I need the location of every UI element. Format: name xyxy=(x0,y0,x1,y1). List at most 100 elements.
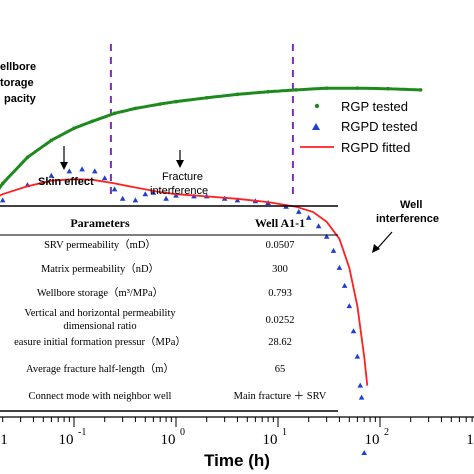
legend-fit-label: RGPD fitted xyxy=(341,140,410,155)
skin-effect-arrowhead xyxy=(60,162,68,170)
annotation-wellbore-line1: ellbore xyxy=(0,61,36,73)
rgpd-point-12 xyxy=(150,189,157,195)
table-cell-param-3-b: dimensional ratio xyxy=(63,321,136,332)
rgp-point-4 xyxy=(72,126,76,131)
x-axis-title: Time (h) xyxy=(204,451,270,470)
parameter-table: Parameters Well A1-1 SRV permeability（mD… xyxy=(0,205,338,412)
well-arrow xyxy=(375,231,393,251)
rgp-point-14 xyxy=(324,86,329,90)
annotation-well-line2: interference xyxy=(376,213,439,225)
well-arrowhead xyxy=(372,244,380,253)
fracture-arrowhead xyxy=(176,160,184,168)
table-cell-value-0: 0.0507 xyxy=(266,240,295,251)
rgpd-point-11 xyxy=(142,191,149,197)
table-cell-param-5: Average fracture half-length（m） xyxy=(26,363,174,375)
rgpd-point-5 xyxy=(79,166,85,172)
rgpd-point-7 xyxy=(101,175,108,181)
flow-regime-dividers xyxy=(109,44,294,196)
rgp-point-11 xyxy=(235,92,240,97)
rgpd-point-14 xyxy=(173,192,179,198)
rgpd-point-27 xyxy=(336,264,343,270)
annotation-fracture-line1: Fracture xyxy=(162,171,203,183)
table-rows: SRV permeability（mD） 0.0507 Matrix permeab… xyxy=(14,239,327,402)
legend-rgpd-label: RGPD tested xyxy=(341,119,418,134)
annotation-wellbore-storage: ellbore torage pacity xyxy=(0,61,37,105)
rgpd-point-23 xyxy=(305,214,312,220)
rgp-point-12 xyxy=(266,89,270,94)
table-cell-param-3-a: Vertical and horizontal permeability xyxy=(24,308,176,319)
annotation-wellbore-line3: pacity xyxy=(4,93,37,105)
table-cell-value-6: Main fracture ＋ SRV xyxy=(234,391,327,402)
legend-rgpd-marker xyxy=(312,123,320,130)
x-axis-ticks xyxy=(2,417,473,427)
rgp-point-15 xyxy=(355,86,360,90)
rgpd-point-24 xyxy=(315,223,322,229)
rgp-point-17 xyxy=(418,88,423,92)
rgpd-point-9 xyxy=(119,195,126,201)
annotation-well-interference: Well interference xyxy=(372,199,439,253)
rgpd-point-25 xyxy=(323,233,330,239)
rgp-tested-points xyxy=(0,86,423,186)
x-tick-label-0: 10 xyxy=(59,432,74,448)
legend-rgp-marker xyxy=(314,103,320,109)
x-tick-label-3: 10 xyxy=(365,432,380,448)
table-cell-param-6: Connect mode with neighbor well xyxy=(29,391,172,402)
rgpd-point-34 xyxy=(361,450,367,456)
x-axis-tick-labels: 10 -1 10 0 10 1 10 2 1 1 xyxy=(0,427,474,448)
x-tick-label-1: 10 xyxy=(161,432,176,448)
rgp-point-8 xyxy=(158,102,162,106)
annotation-fracture-line2: interference xyxy=(150,185,208,197)
legend: RGP tested RGPD tested RGPD fitted xyxy=(300,99,418,155)
rgpd-point-29 xyxy=(346,303,353,309)
rgpd-point-22 xyxy=(296,208,302,214)
rgp-point-1 xyxy=(0,181,5,186)
rgpd-point-1 xyxy=(0,197,6,203)
table-cell-value-4: 28.62 xyxy=(268,337,292,348)
rgpd-point-30 xyxy=(350,328,357,334)
table-cell-param-0: SRV permeability（mD） xyxy=(44,239,156,251)
rgpd-point-33 xyxy=(358,394,365,400)
rgpd-point-28 xyxy=(341,282,348,288)
x-tick-exponent-3: 2 xyxy=(384,427,389,438)
rgp-point-16 xyxy=(386,86,390,91)
annotation-well-line1: Well xyxy=(400,199,422,211)
x-tick-exponent-2: 1 xyxy=(282,427,287,438)
rgpd-fitted-line xyxy=(0,178,369,386)
table-cell-value-3: 0.0252 xyxy=(266,315,295,326)
table-cell-value-2: 0.793 xyxy=(268,288,292,299)
rgp-point-5 xyxy=(90,119,94,124)
table-cell-value-1: 300 xyxy=(272,264,288,275)
x-tick-label-2: 10 xyxy=(263,432,278,448)
table-cell-value-5: 65 xyxy=(275,364,286,375)
rgpd-point-13 xyxy=(163,195,169,201)
x-tick-label-edge-right: 1 xyxy=(466,432,474,448)
x-tick-exponent-1: 0 xyxy=(180,427,185,438)
rgp-point-13 xyxy=(294,88,298,92)
rgp-point-7 xyxy=(133,106,138,111)
annotation-wellbore-line2: torage xyxy=(0,77,34,89)
annotation-skin-effect: Skin effect xyxy=(38,146,94,188)
annotation-skin-effect-label: Skin effect xyxy=(38,176,94,188)
rgp-point-3 xyxy=(49,138,54,143)
rgp-point-2 xyxy=(25,155,30,160)
table-header-parameters: Parameters xyxy=(70,216,130,230)
rgpd-point-10 xyxy=(132,197,139,203)
annotation-fracture-interference: Fracture interference xyxy=(150,150,208,197)
rgpd-point-6 xyxy=(92,168,98,174)
table-cell-param-1: Matrix permeability（nD） xyxy=(41,263,159,275)
rgpd-point-31 xyxy=(354,353,361,359)
rgp-point-9 xyxy=(174,99,178,104)
x-tick-exponent-0: -1 xyxy=(78,427,86,438)
rgp-point-6 xyxy=(112,111,117,116)
rgpd-point-8 xyxy=(111,186,118,192)
rgpd-point-26 xyxy=(330,247,337,253)
table-header-well: Well A1-1 xyxy=(255,216,305,230)
rgpd-point-18 xyxy=(234,197,241,203)
legend-rgp-label: RGP tested xyxy=(341,99,408,114)
table-cell-param-4: easure initial formation pressur（MPa） xyxy=(14,336,186,348)
rgpd-point-4 xyxy=(66,168,73,174)
rgp-tested-trend xyxy=(0,86,421,190)
x-tick-label-edge-left: 1 xyxy=(0,432,8,448)
rgpd-point-32 xyxy=(357,382,364,388)
